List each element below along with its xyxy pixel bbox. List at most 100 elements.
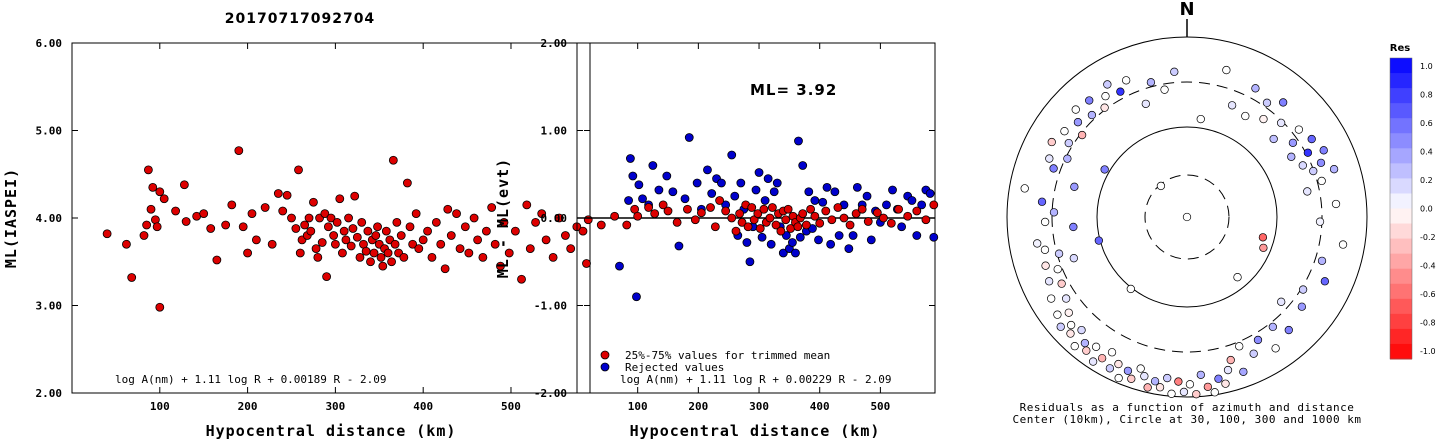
station-point xyxy=(1053,265,1062,274)
azimuth-panel: N Residuals as a function of azimuth and… xyxy=(1006,0,1368,426)
station-point xyxy=(1107,348,1117,357)
magnitude-data-point xyxy=(554,213,564,223)
residual-data-point xyxy=(727,213,737,223)
magnitude-data-point xyxy=(548,252,558,262)
residual-data-point xyxy=(721,206,731,216)
station-point xyxy=(1100,103,1109,112)
station-point xyxy=(1097,354,1107,363)
residual-data-point xyxy=(730,191,740,201)
magnitude-data-point xyxy=(304,213,314,223)
station-point xyxy=(1249,349,1258,358)
residual-data-point xyxy=(767,203,777,212)
magnitude-data-point xyxy=(371,231,381,240)
magnitude-data-point xyxy=(317,238,327,247)
station-point xyxy=(1269,134,1278,144)
station-point xyxy=(1156,181,1166,191)
magnitude-data-point xyxy=(152,222,162,232)
magnitude-data-point xyxy=(313,252,323,262)
magnitude-data-point xyxy=(487,203,497,212)
magnitude-data-point xyxy=(146,204,156,214)
residual-data-point xyxy=(672,217,682,227)
station-point xyxy=(1073,118,1083,127)
station-point xyxy=(1091,342,1101,351)
residual-data-point xyxy=(886,218,896,228)
magnitude-x-axis-label: Hypocentral distance (km) xyxy=(206,422,457,440)
station-point xyxy=(1040,245,1050,254)
colorbar-tick-label: -1.0 xyxy=(1420,347,1436,356)
station-point xyxy=(1221,379,1230,388)
residual-data-point xyxy=(766,239,776,249)
residual-formula: log A(nm) + 1.11 log R + 0.00229 R - 2.0… xyxy=(620,373,892,386)
station-point xyxy=(1258,233,1268,242)
station-point xyxy=(1069,254,1078,263)
residual-data-point xyxy=(668,187,678,197)
magnitude-data-point xyxy=(323,222,333,232)
residual-data-point xyxy=(845,220,855,230)
magnitude-data-point xyxy=(566,244,576,254)
colorbar-frame xyxy=(1389,57,1413,360)
station-point xyxy=(1170,67,1179,76)
magnitude-x-tick-label: 200 xyxy=(238,400,258,413)
magnitude-data-point xyxy=(199,209,209,219)
residual-data-point xyxy=(692,178,702,188)
magnitude-data-point xyxy=(155,187,165,197)
magnitude-data-point xyxy=(373,222,382,232)
residual-data-point xyxy=(731,226,741,236)
colorbar-cell xyxy=(1390,88,1412,104)
residual-data-point xyxy=(863,217,873,226)
colorbar-cell xyxy=(1390,298,1412,315)
station-point xyxy=(1317,176,1326,186)
residual-data-point xyxy=(783,204,793,214)
station-point xyxy=(1196,114,1205,124)
residual-data-point xyxy=(929,232,939,242)
residual-data-point xyxy=(830,187,840,197)
residual-data-point xyxy=(755,224,765,233)
magnitude-data-point xyxy=(282,190,292,200)
magnitude-data-point xyxy=(525,244,535,254)
station-point xyxy=(1284,325,1293,335)
station-point xyxy=(1141,99,1150,108)
colorbar-labels: 1.0 0.8 0.6 0.4 0.2 0.0 -0.2 -0.4 -0.6 -0.8 -1.0 xyxy=(1420,62,1436,356)
residual-data-point xyxy=(781,215,791,225)
magnitude-data-point xyxy=(561,231,570,240)
magnitude-data-point xyxy=(260,203,270,212)
residual-data-point xyxy=(683,204,692,214)
magnitude-data-point xyxy=(102,229,112,239)
station-point xyxy=(1271,344,1280,353)
legend-label-rejected: Rejected values xyxy=(625,361,724,374)
magnitude-data-point xyxy=(496,261,505,271)
residual-data-point xyxy=(907,196,917,205)
station-point xyxy=(1047,294,1056,303)
residual-data-point xyxy=(654,185,664,195)
station-point xyxy=(1277,297,1286,306)
residual-data-point xyxy=(759,204,769,214)
station-point xyxy=(1049,208,1059,217)
station-point xyxy=(1316,158,1326,168)
residual-x-tick-label: 500 xyxy=(870,400,890,413)
ml-annotation: ML= 3.92 xyxy=(750,81,837,99)
residual-y-tick-label: 1.00 xyxy=(541,125,568,138)
station-point xyxy=(1210,388,1219,397)
residual-data-point xyxy=(925,189,935,198)
colorbar-tick-label: -0.8 xyxy=(1420,319,1436,328)
station-point xyxy=(1288,138,1298,147)
colorbar-cell xyxy=(1390,193,1412,209)
colorbar-tick-label: 0.4 xyxy=(1420,148,1433,157)
magnitude-data-point xyxy=(399,252,409,262)
magnitude-data-point xyxy=(227,200,237,210)
residual-data-point xyxy=(929,200,939,210)
magnitude-data-point xyxy=(381,226,391,236)
magnitude-data-point xyxy=(300,220,310,230)
magnitude-data-point xyxy=(206,224,216,233)
magnitude-data-point xyxy=(330,239,340,249)
station-point xyxy=(1146,78,1156,87)
magnitude-data-point xyxy=(440,264,450,274)
magnitude-data-point xyxy=(582,259,591,268)
station-point xyxy=(1303,148,1313,157)
station-point xyxy=(1338,240,1348,249)
residual-data-point xyxy=(866,235,876,245)
colorbar-cell xyxy=(1390,103,1412,119)
residual-data-point xyxy=(662,171,672,181)
residual-data-point xyxy=(737,217,747,227)
magnitude-data-point xyxy=(387,257,396,267)
